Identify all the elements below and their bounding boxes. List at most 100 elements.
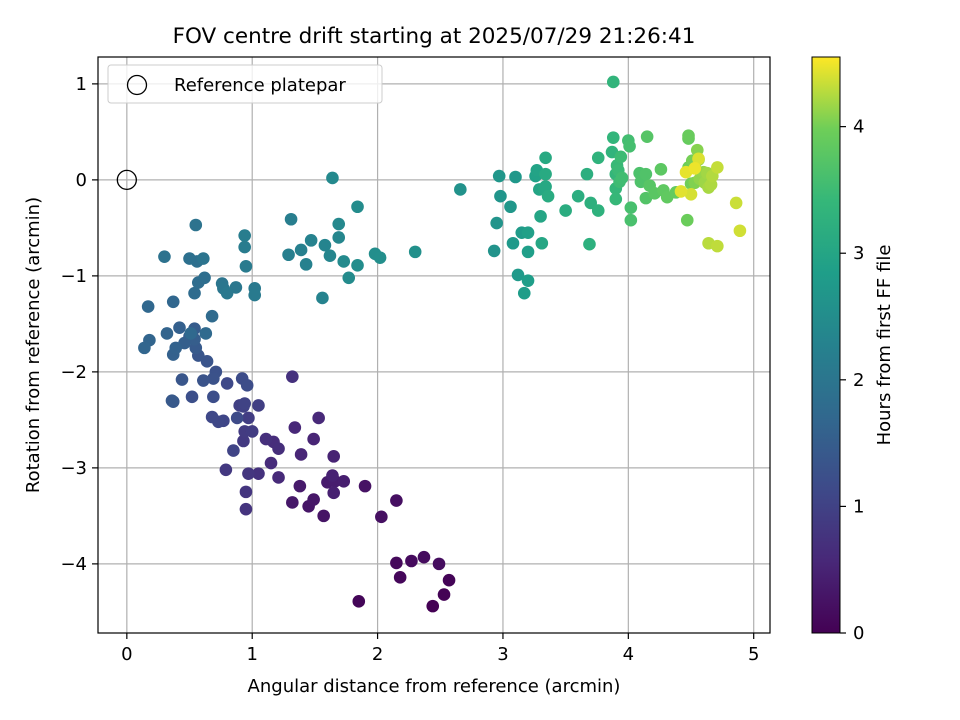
legend-box [107,64,383,104]
legend-label-reference: Reference platepar [174,75,346,96]
data-point [606,75,620,89]
data-point [654,163,668,176]
data-point [205,410,219,424]
data-point [184,327,198,340]
data-point [437,588,451,601]
data-point [580,167,594,181]
reference-point [116,169,137,191]
data-point [198,271,211,285]
legend-marker-reference [126,74,148,96]
data-point [205,309,219,323]
data-point [326,171,339,185]
colorbar-ticks: 0 1 2 3 4 [840,117,864,644]
data-point [239,485,253,499]
data-point [351,259,364,272]
data-point [307,493,320,506]
data-point [207,390,220,404]
data-point [326,469,339,482]
data-point [614,150,628,164]
data-point [405,554,418,568]
y-tick-label: −2 [60,362,87,383]
data-point [264,456,278,470]
y-tick-label: 0 [76,170,87,191]
data-point [242,467,255,480]
data-point [624,201,638,215]
data-point [327,486,341,500]
data-point [141,300,155,313]
data-point [259,432,273,446]
data-point [733,224,747,238]
data-point [539,167,552,181]
y-tick-label: 1 [76,74,87,95]
data-point [165,394,179,407]
data-point [158,250,171,263]
data-point [408,245,422,259]
colorbar-tick-label: 3 [853,243,864,264]
data-point [539,180,552,193]
data-point [680,213,694,227]
data-point [521,274,535,287]
data-point [220,377,234,390]
data-point [684,187,698,201]
data-point [299,258,313,271]
data-point [240,379,254,392]
data-point [352,595,366,608]
data-point [238,240,251,254]
data-point [239,259,253,273]
data-point [219,463,233,477]
x-tick-label: 4 [623,644,634,665]
data-point [623,139,636,153]
data-point [252,467,265,480]
colorbar-label: Hours from first FF file [874,245,895,446]
data-point [160,327,174,340]
data-point [323,249,337,263]
data-point [312,411,325,425]
data-point [509,170,522,184]
data-point [238,229,251,242]
data-point [316,291,329,305]
data-point [166,295,180,309]
data-point [237,434,250,448]
data-point [318,238,332,252]
data-point [506,236,520,250]
data-point [682,129,695,143]
data-point [252,399,265,412]
data-point [351,200,364,214]
data-point [358,479,372,493]
data-point [220,286,234,300]
data-point [284,212,298,226]
data-point [183,252,196,265]
data-point [242,411,255,425]
data-point [185,390,199,404]
data-point [492,169,506,183]
data-point [591,151,605,165]
data-point [688,162,702,175]
data-point [534,210,547,223]
data-point [138,341,151,355]
y-tick-label: −4 [60,554,87,575]
y-axis-label: Rotation from reference (arcmin) [23,197,44,493]
data-point [293,479,307,493]
data-point [639,167,653,181]
data-point [294,448,308,461]
plot-frame [97,56,771,634]
data-point [609,192,623,206]
data-point [230,411,244,425]
chart-title: FOV centre drift starting at 2025/07/29 … [173,24,696,49]
data-point [426,599,440,613]
data-point [272,442,285,455]
x-axis-ticks: 0 1 2 3 4 5 [121,633,759,665]
data-point [189,218,203,232]
data-point [583,237,596,251]
data-point [188,286,201,300]
legend: Reference platepar [107,64,383,104]
data-point [711,161,724,174]
reference-marker [116,169,137,191]
data-point [175,373,189,386]
data-point [521,245,535,259]
y-tick-label: −3 [60,458,87,479]
data-point [571,189,585,203]
data-point [317,509,330,523]
data-point [173,321,186,335]
